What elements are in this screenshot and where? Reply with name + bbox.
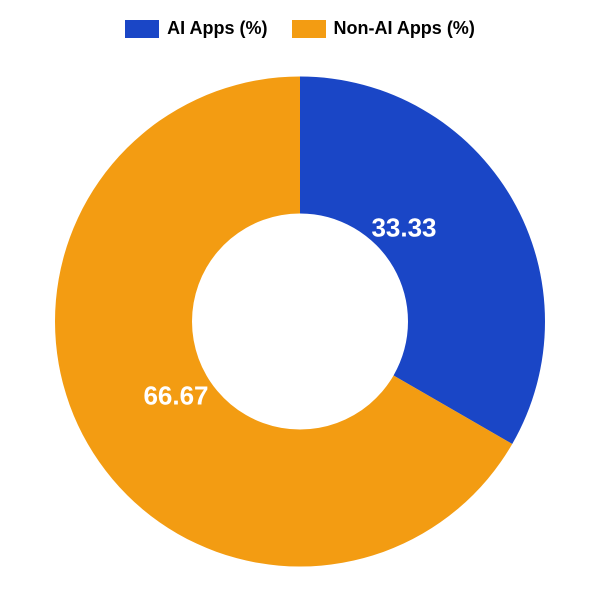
donut-chart: 33.33 66.67	[40, 62, 560, 587]
slice-value-label: 33.33	[371, 212, 436, 242]
chart-legend: AI Apps (%) Non-AI Apps (%)	[0, 0, 600, 39]
legend-label: Non-AI Apps (%)	[334, 18, 475, 39]
donut-slice	[300, 77, 545, 444]
legend-swatch	[292, 20, 326, 38]
legend-label: AI Apps (%)	[167, 18, 267, 39]
legend-swatch	[125, 20, 159, 38]
legend-item-non-ai-apps: Non-AI Apps (%)	[292, 18, 475, 39]
slice-value-label: 66.67	[143, 380, 208, 410]
donut-svg: 33.33 66.67	[40, 62, 560, 582]
legend-item-ai-apps: AI Apps (%)	[125, 18, 267, 39]
